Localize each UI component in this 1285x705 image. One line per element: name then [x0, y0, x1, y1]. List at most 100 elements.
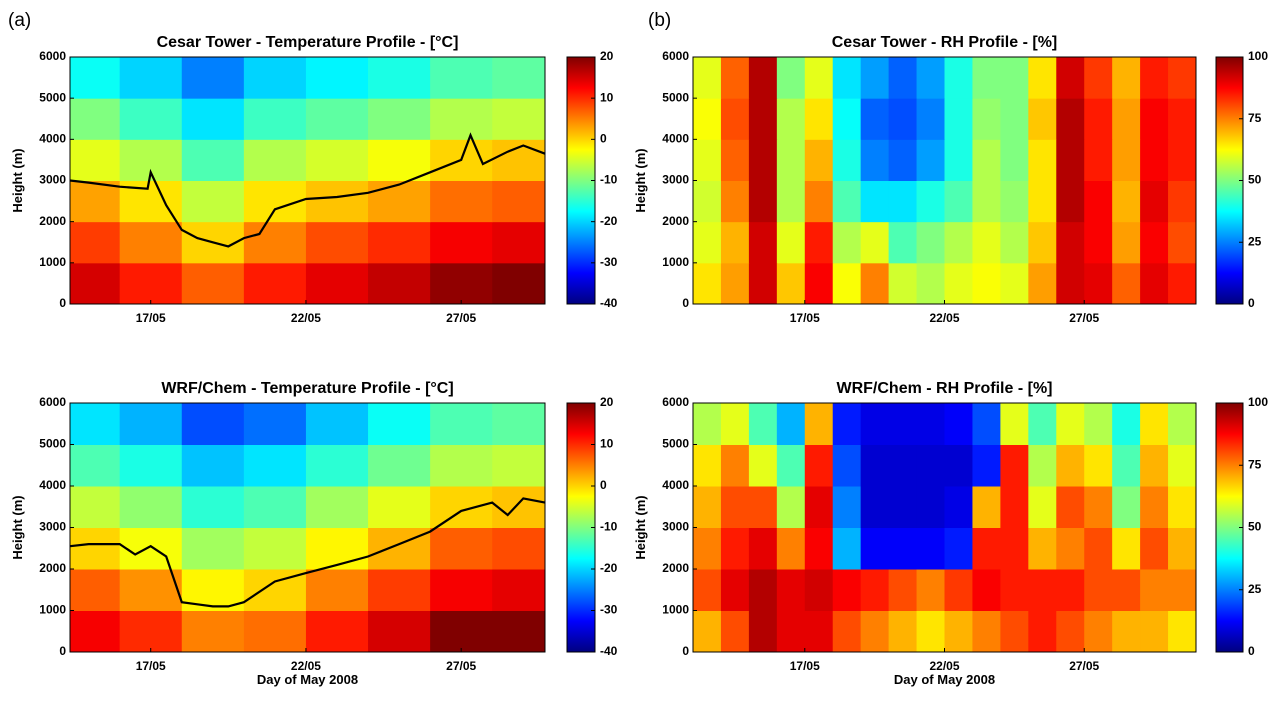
y-tick-label: 0	[59, 644, 66, 658]
heat-cell	[916, 527, 945, 570]
heat-cell	[1168, 569, 1197, 611]
heat-cell	[430, 444, 493, 487]
heat-cell	[1056, 486, 1085, 528]
heat-cell	[720, 569, 750, 611]
heat-cell	[1000, 139, 1029, 181]
heat-cell	[181, 486, 245, 528]
y-tick-label: 4000	[39, 478, 66, 492]
heat-cell	[243, 98, 307, 140]
x-tick-label: 17/05	[790, 659, 820, 673]
heat-cell	[492, 569, 546, 611]
heat-cell	[430, 610, 493, 653]
heat-cell	[305, 139, 369, 181]
heat-cell	[1168, 403, 1197, 445]
heat-cell	[305, 221, 369, 264]
heat-cell	[804, 98, 834, 140]
colorbar-tick-label: 25	[1248, 582, 1262, 596]
heat-cell	[748, 486, 778, 528]
heat-cell	[70, 610, 121, 653]
heat-cell	[1168, 262, 1197, 305]
heat-cell	[430, 98, 493, 140]
heat-cell	[832, 57, 862, 99]
heat-cell	[944, 180, 973, 223]
heat-cell	[1112, 569, 1141, 611]
heat-cell	[119, 221, 183, 264]
heat-cell	[748, 98, 778, 140]
colorbar-tick-label: 10	[600, 437, 614, 451]
y-tick-label: 3000	[662, 520, 689, 534]
heat-cell	[860, 139, 890, 181]
heat-cell	[1140, 610, 1169, 653]
y-tick-label: 2000	[39, 214, 66, 228]
heat-cell	[1084, 403, 1113, 445]
heat-cell	[368, 57, 431, 99]
heat-cell	[305, 98, 369, 140]
heat-cell	[430, 486, 493, 528]
heat-cell	[860, 262, 890, 305]
heat-cell	[243, 403, 307, 445]
colorbar-tick-label: 0	[1248, 296, 1255, 310]
x-tick-label: 22/05	[929, 311, 959, 325]
heat-cell	[720, 444, 750, 487]
heat-cell	[972, 569, 1001, 611]
heat-cell	[1056, 57, 1085, 99]
heat-cell	[832, 444, 862, 487]
heat-cell	[748, 403, 778, 445]
heat-cell	[860, 444, 890, 487]
heat-cell	[804, 57, 834, 99]
colorbar	[1215, 402, 1244, 653]
heat-cell	[916, 98, 945, 140]
heat-cell	[368, 403, 431, 445]
colorbar-tick-label: -20	[600, 561, 618, 575]
heat-cell	[1112, 403, 1141, 445]
heat-cell	[1112, 262, 1141, 305]
heat-cell	[944, 403, 973, 445]
heat-cell	[972, 98, 1001, 140]
heat-cell	[368, 180, 431, 223]
heat-cell	[1112, 98, 1141, 140]
heat-cell	[1000, 98, 1029, 140]
heat-cell	[70, 180, 121, 223]
heat-cell	[1056, 569, 1085, 611]
heat-cell	[368, 139, 431, 181]
heat-cell	[181, 180, 245, 223]
heat-cell	[181, 98, 245, 140]
heat-cell	[70, 569, 121, 611]
heat-cell	[70, 98, 121, 140]
heat-cell	[1168, 139, 1197, 181]
heat-cell	[832, 262, 862, 305]
heat-cell	[720, 403, 750, 445]
heat-cell	[1140, 403, 1169, 445]
x-tick-label: 27/05	[1069, 659, 1099, 673]
colorbar	[566, 56, 596, 305]
heat-cell	[492, 403, 546, 445]
heat-cell	[1000, 527, 1029, 570]
heat-cell	[888, 180, 918, 223]
x-axis-label: Day of May 2008	[257, 672, 358, 687]
heat-cell	[1112, 57, 1141, 99]
heat-cell	[693, 444, 722, 487]
chart-title: Cesar Tower - RH Profile - [%]	[832, 34, 1058, 51]
heat-cell	[1112, 527, 1141, 570]
heat-cell	[181, 403, 245, 445]
heat-cell	[305, 57, 369, 99]
heat-cell	[1168, 98, 1197, 140]
heat-cell	[804, 569, 834, 611]
heat-cell	[119, 527, 183, 570]
heat-cell	[119, 262, 183, 305]
heat-cell	[916, 221, 945, 264]
heat-cell	[1140, 262, 1169, 305]
heat-cell	[1140, 98, 1169, 140]
heat-cell	[916, 262, 945, 305]
heat-cell	[776, 180, 806, 223]
x-tick-label: 17/05	[790, 311, 820, 325]
y-tick-label: 4000	[662, 132, 689, 146]
heat-cell	[748, 610, 778, 653]
heat-cell	[720, 98, 750, 140]
heat-cell	[944, 610, 973, 653]
heat-cell	[1056, 180, 1085, 223]
heat-cell	[368, 527, 431, 570]
heat-cell	[119, 444, 183, 487]
heat-cell	[119, 610, 183, 653]
heat-cell	[860, 180, 890, 223]
